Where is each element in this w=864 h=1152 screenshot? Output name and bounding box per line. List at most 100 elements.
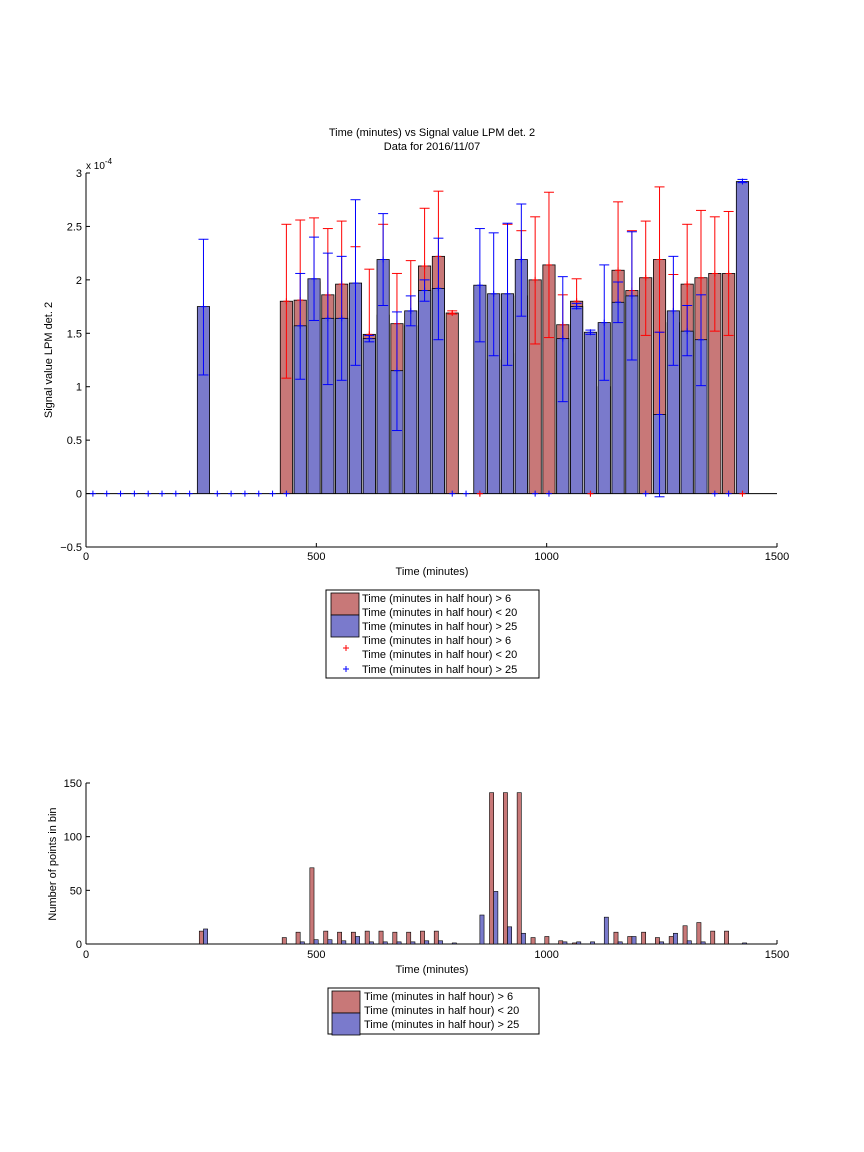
blue-marker [324,315,331,322]
bottom-legend-label-red-bar-2: Time (minutes in half hour) < 20 [364,1005,519,1017]
blue-zero-marker [214,490,221,497]
blue-zero-marker [241,490,248,497]
top-y-tick-label: 0 [76,489,82,501]
top-x-tick-label: 1500 [765,551,789,563]
count-bar-blue [603,916,609,945]
red-marker [545,261,552,268]
blue-marker [739,178,746,185]
count-bar-red [516,792,522,945]
blue-marker [338,315,345,322]
blue-marker [421,287,428,294]
blue-marker [628,292,635,299]
red-bar [445,312,459,494]
bottom-x-tick-label: 1000 [534,949,558,961]
legend-label-red-marker-2: Time (minutes in half hour) < 20 [362,649,517,661]
count-bar-red [281,937,287,945]
count-bar-red [392,931,398,945]
top-y-tick-label: 3 [76,168,82,180]
count-bar-blue [410,941,416,945]
blue-marker [476,282,483,289]
count-bar-blue [507,926,513,945]
blue-zero-marker [172,490,179,497]
count-bar-blue [355,936,360,945]
blue-marker [518,256,525,263]
blue-zero-marker [725,490,732,497]
count-bar-red [323,930,329,945]
blue-bar [570,306,584,494]
red-marker [711,270,718,277]
blue-marker [697,336,704,343]
top-y-tick-label: 2.5 [67,221,82,233]
bottom-y-tick-label: 50 [70,885,82,897]
bottom-y-tick-label: 150 [64,778,82,790]
count-bar-blue [299,941,305,945]
blue-marker [559,335,566,342]
blue-marker [670,307,677,314]
count-bar-blue [742,942,747,945]
count-bar-blue [424,940,430,945]
blue-marker [601,319,608,326]
top-x-tick-label: 0 [83,551,89,563]
count-bar-blue [327,939,333,945]
blue-zero-marker [269,490,276,497]
bottom-x-tick-label: 500 [307,949,325,961]
count-bar-red [572,942,577,945]
top-x-tick-label: 500 [307,551,325,563]
count-bar-red [420,930,425,945]
bottom-y-tick-label: 100 [64,832,82,844]
count-bar-red [433,930,439,945]
count-bar-red [710,930,716,945]
legend-marker-red [343,645,349,651]
count-bar-blue [617,941,623,945]
count-bar-blue [659,941,665,945]
count-bar-blue [576,941,582,945]
legend-label-red-bar-2: Time (minutes in half hour) < 20 [362,607,517,619]
red-marker [697,274,704,281]
bottom-y-axis-label: Number of points in bin [47,807,59,920]
count-bar-blue [382,941,388,945]
blue-marker [393,367,400,374]
count-bar-blue [686,940,692,945]
legend-label-red-bar: Time (minutes in half hour) > 6 [362,593,511,605]
blue-zero-marker [545,490,552,497]
red-zero-marker [587,490,594,497]
blue-bar [418,290,432,494]
count-bar-red [613,931,619,945]
count-bar-red [406,931,412,945]
red-marker [656,256,663,263]
count-bar-red [503,792,508,945]
count-bar-blue [341,940,347,945]
blue-zero-marker [283,490,290,497]
top-chart-title: Time (minutes) vs Signal value LPM det. … [329,127,535,139]
blue-zero-marker [463,490,470,497]
top-y-tick-label: 2 [76,275,82,287]
blue-zero-marker [159,490,166,497]
blue-zero-marker [642,490,649,497]
top-chart-subtitle: Data for 2016/11/07 [384,141,480,153]
blue-marker [573,303,580,310]
red-marker [421,262,428,269]
top-x-axis-label: Time (minutes) [396,566,469,578]
count-bar-red [198,930,204,945]
top-y-tick-label: 0.5 [67,435,82,447]
top-y-tick-label: 1.5 [67,328,82,340]
bottom-legend-swatch-red-bar [331,990,361,1014]
count-bar-blue [396,941,402,945]
count-bar-red [558,940,564,945]
blue-marker [490,290,497,297]
blue-zero-marker [186,490,193,497]
blue-zero-marker [117,490,124,497]
y-exponent-label: x 10-4 [86,157,113,172]
legend-marker-blue [343,666,349,672]
blue-marker [615,299,622,306]
count-bar-blue [493,891,499,945]
blue-bar [735,181,749,494]
blue-marker [504,290,511,297]
count-bar-red [544,936,550,945]
blue-zero-marker [532,490,539,497]
blue-bar [611,301,625,494]
count-bar-blue [438,940,443,945]
